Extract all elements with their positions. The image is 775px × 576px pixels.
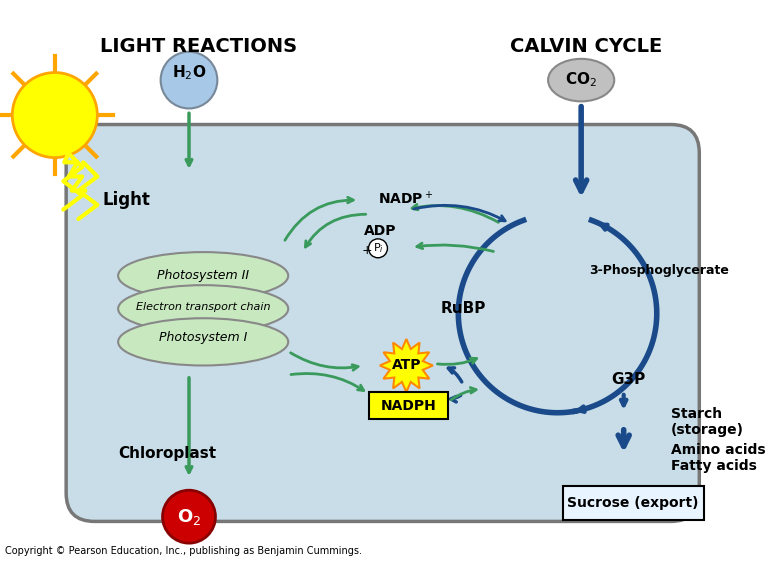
- Polygon shape: [380, 339, 432, 392]
- Text: H$_2$O: H$_2$O: [172, 63, 206, 82]
- Text: CO$_2$: CO$_2$: [565, 71, 598, 89]
- Circle shape: [163, 490, 215, 543]
- Text: Electron transport chain: Electron transport chain: [136, 302, 270, 312]
- Text: Copyright © Pearson Education, Inc., publishing as Benjamin Cummings.: Copyright © Pearson Education, Inc., pub…: [5, 547, 362, 556]
- FancyBboxPatch shape: [369, 392, 448, 419]
- Text: Starch
(storage): Starch (storage): [671, 407, 744, 437]
- Ellipse shape: [118, 318, 288, 366]
- Text: Amino acids
Fatty acids: Amino acids Fatty acids: [671, 443, 766, 473]
- Text: RuBP: RuBP: [440, 301, 486, 316]
- Ellipse shape: [118, 285, 288, 332]
- Text: O$_2$: O$_2$: [177, 507, 201, 526]
- Text: Light: Light: [102, 191, 150, 209]
- Text: Sucrose (export): Sucrose (export): [567, 497, 699, 510]
- Text: P$_i$: P$_i$: [373, 241, 384, 255]
- Circle shape: [12, 73, 98, 158]
- Text: +: +: [361, 244, 372, 257]
- Text: ADP: ADP: [363, 224, 396, 238]
- Text: NADP$^+$: NADP$^+$: [378, 190, 433, 207]
- Ellipse shape: [118, 252, 288, 300]
- Text: G3P: G3P: [611, 372, 646, 387]
- Text: 3-Phosphoglycerate: 3-Phosphoglycerate: [590, 264, 729, 278]
- Ellipse shape: [548, 59, 615, 101]
- Text: LIGHT REACTIONS: LIGHT REACTIONS: [100, 37, 297, 56]
- Text: ATP: ATP: [391, 358, 421, 373]
- FancyBboxPatch shape: [563, 487, 704, 521]
- FancyBboxPatch shape: [66, 124, 699, 521]
- Text: Photosystem I: Photosystem I: [159, 331, 247, 344]
- Text: Chloroplast: Chloroplast: [118, 446, 216, 461]
- Circle shape: [369, 239, 388, 258]
- Circle shape: [160, 52, 217, 108]
- Text: NADPH: NADPH: [381, 399, 436, 413]
- Text: Photosystem II: Photosystem II: [157, 269, 250, 282]
- Text: CALVIN CYCLE: CALVIN CYCLE: [510, 37, 662, 56]
